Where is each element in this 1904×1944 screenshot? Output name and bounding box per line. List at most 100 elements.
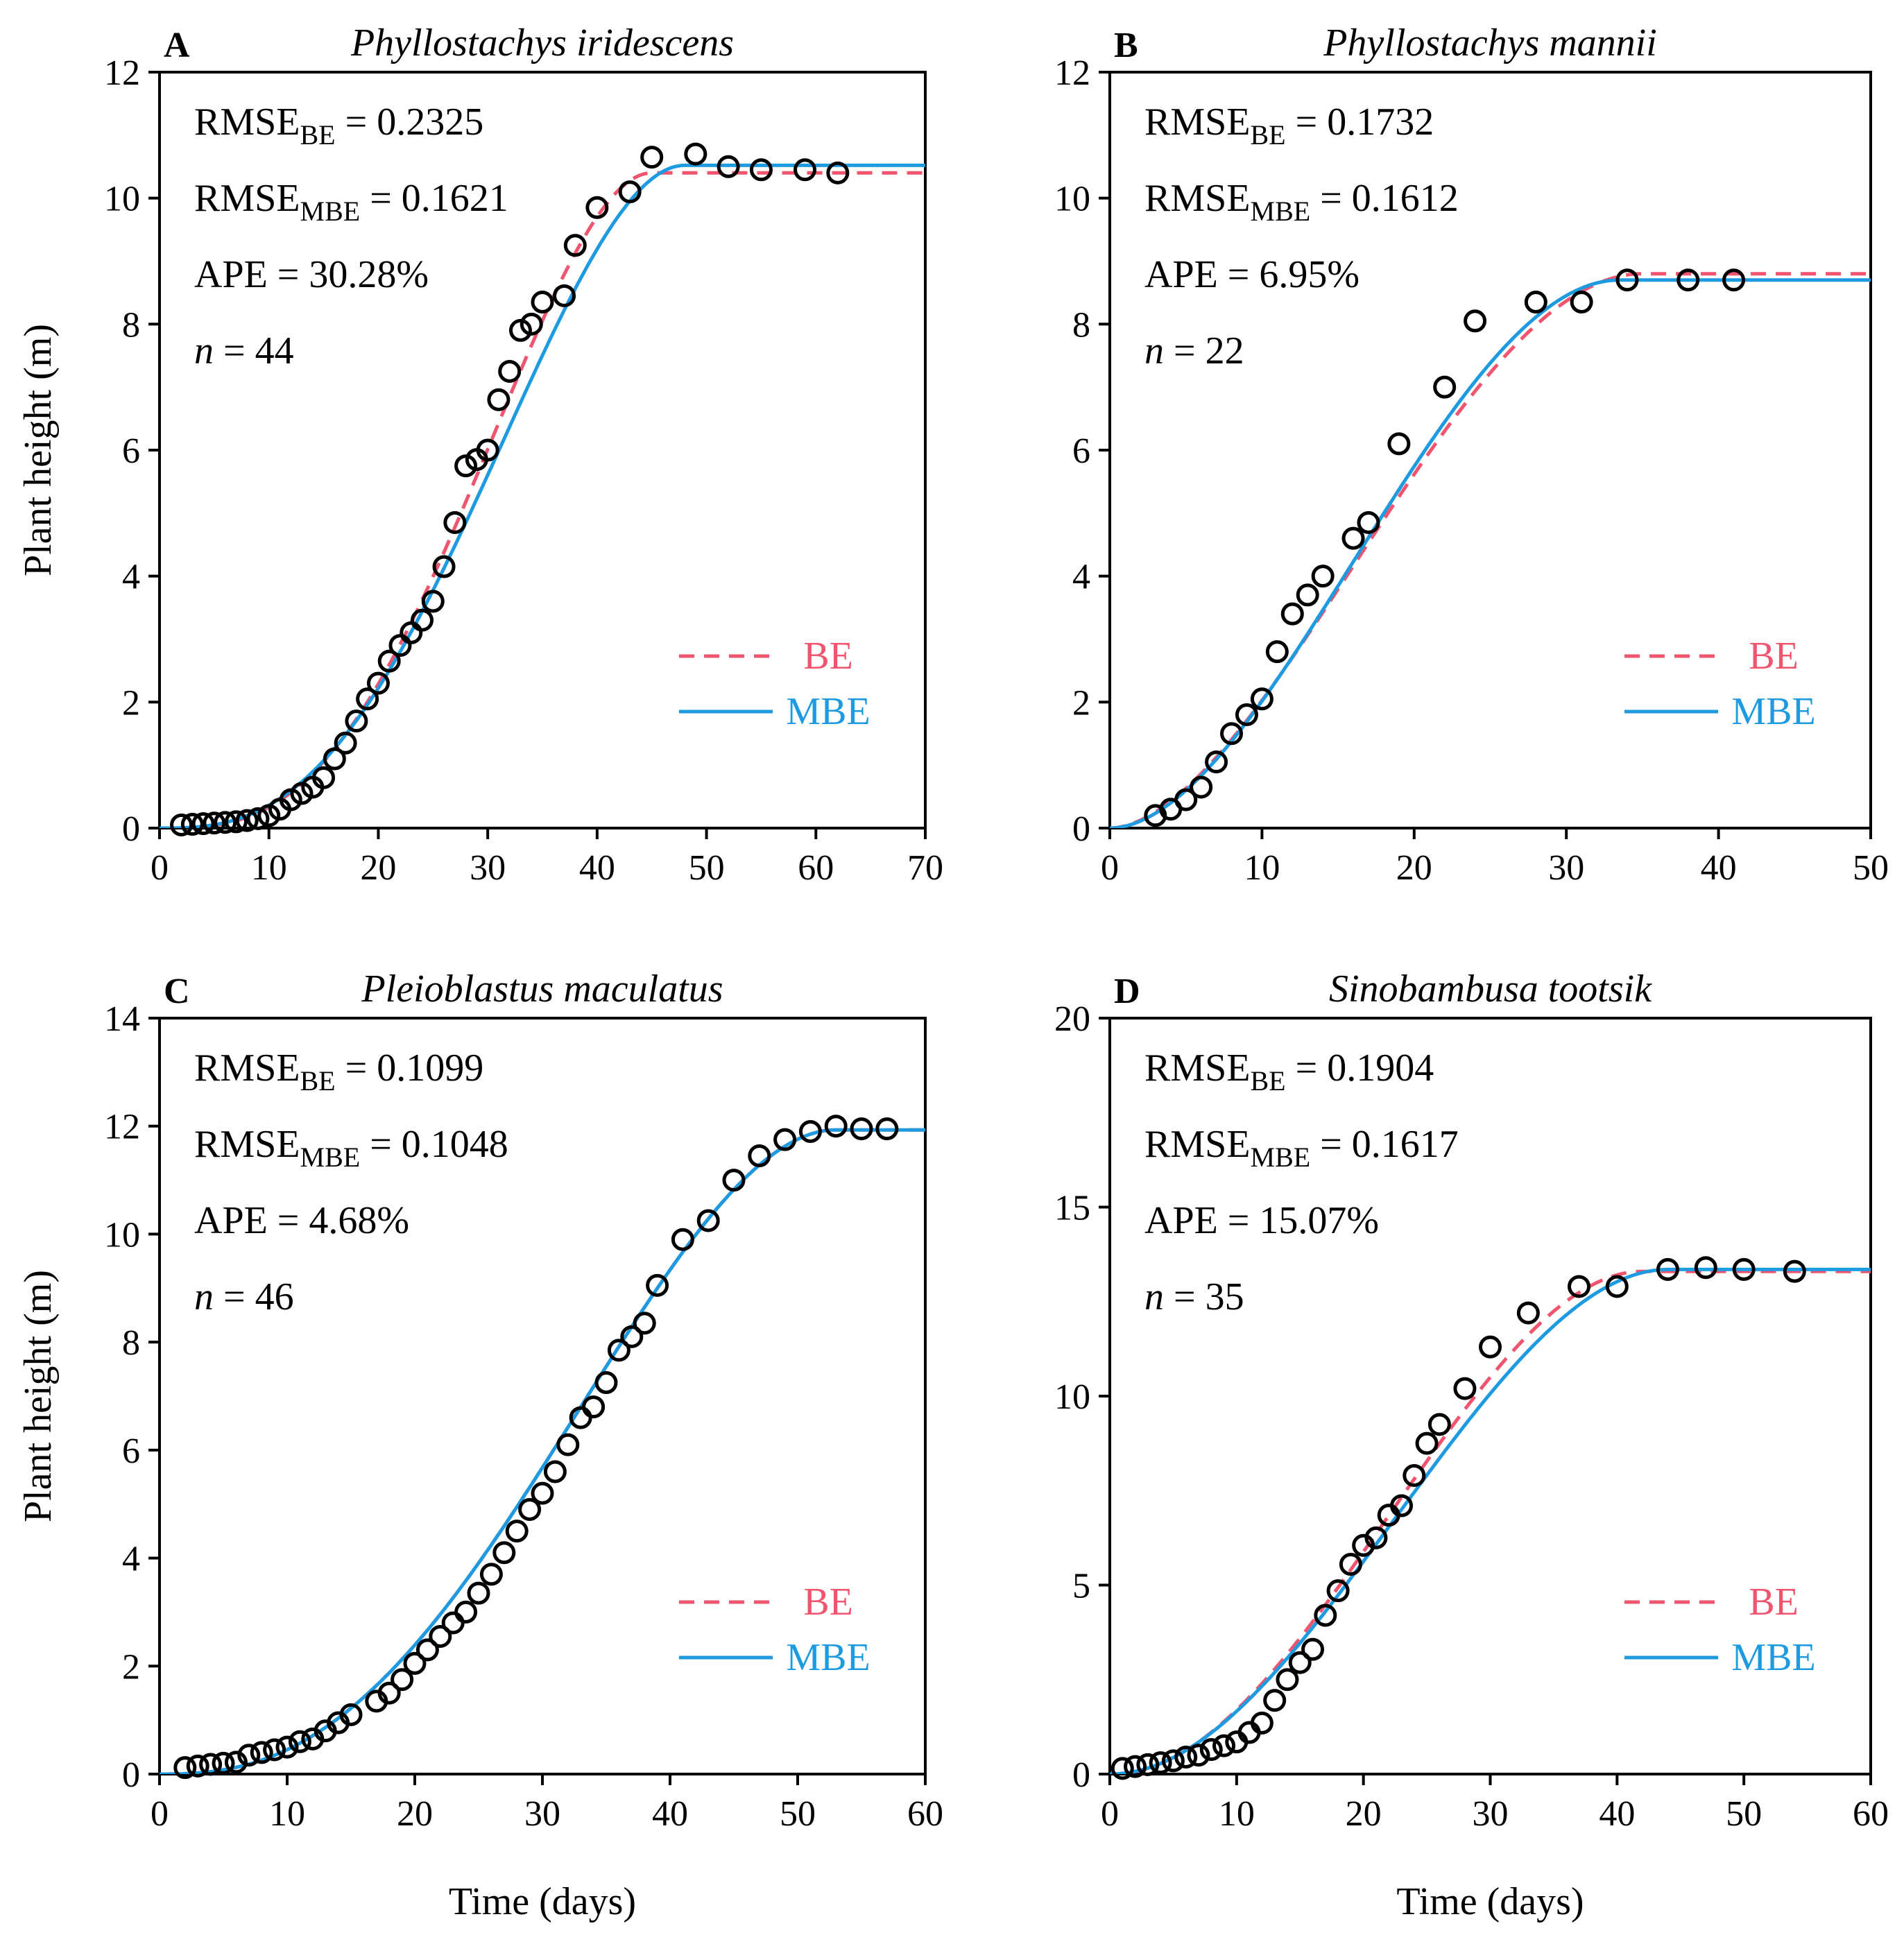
observed-point <box>531 291 554 314</box>
mbe-curve <box>160 1128 925 1774</box>
observed-point <box>618 180 642 204</box>
observed-point <box>237 1744 261 1767</box>
rmse-be-stat: RMSEBE = 0.1732 <box>1144 101 1434 150</box>
observed-point <box>1136 1753 1160 1776</box>
stat-part: MBE <box>300 1142 361 1173</box>
observed-point <box>1205 750 1228 774</box>
y-axis-label: Plant height (m) <box>17 1270 60 1522</box>
n-stat: n = 22 <box>1144 329 1244 372</box>
observed-point <box>1415 1431 1439 1455</box>
observed-point <box>1656 1257 1679 1281</box>
stat-part: n <box>1144 1275 1164 1318</box>
observed-point <box>1263 1689 1287 1712</box>
y-tick-label: 6 <box>122 431 140 471</box>
observed-point <box>246 807 270 830</box>
observed-point <box>391 1668 414 1692</box>
y-tick-label: 2 <box>122 683 140 723</box>
observed-point <box>323 747 346 771</box>
observed-point <box>505 1520 529 1543</box>
observed-point <box>1276 1668 1299 1692</box>
y-tick-label: 14 <box>104 999 140 1039</box>
panel-title: Pleioblastus maculatus <box>361 967 723 1010</box>
panel-title: Sinobambusa tootsik <box>1329 967 1652 1010</box>
y-tick-label: 5 <box>1072 1567 1090 1606</box>
observed-point <box>257 804 281 827</box>
observed-point <box>508 318 532 342</box>
x-tick-label: 40 <box>1701 848 1737 888</box>
observed-point <box>563 234 587 257</box>
observed-point <box>1212 1734 1236 1757</box>
observed-point <box>377 1681 401 1705</box>
observed-point <box>467 1581 490 1605</box>
stat-part: = 0.1617 <box>1310 1123 1459 1166</box>
observed-point <box>263 1738 286 1762</box>
observed-point <box>1174 788 1198 811</box>
observed-point <box>1479 1335 1502 1359</box>
stat-part: RMSE <box>1144 101 1251 144</box>
observed-point <box>1567 1275 1590 1298</box>
observed-point <box>620 1325 644 1348</box>
observed-point <box>403 1651 427 1675</box>
observed-point <box>794 158 817 182</box>
y-tick-label: 0 <box>122 1755 140 1795</box>
observed-point <box>1250 687 1273 711</box>
observed-point <box>798 1120 822 1143</box>
stat-part: BE <box>1251 119 1286 150</box>
rmse-be-stat: RMSEBE = 0.2325 <box>194 101 483 150</box>
observed-point <box>411 608 434 632</box>
x-tick-label: 50 <box>780 1794 816 1834</box>
stat-part: = 35 <box>1164 1275 1244 1318</box>
panel-c: 0 10 20 30 40 50 60 0 2 4 6 8 10 12 14 C Pleioblastus ma… <box>17 967 943 1923</box>
observed-point <box>377 649 401 673</box>
observed-point <box>214 811 237 834</box>
observed-point <box>1427 1413 1451 1436</box>
rmse-be-stat: RMSEBE = 0.1099 <box>194 1047 483 1096</box>
observed-point <box>180 813 204 836</box>
observed-point <box>1235 703 1258 726</box>
observed-point <box>646 1273 669 1297</box>
stat-part: MBE <box>1251 196 1311 227</box>
observed-point <box>749 158 773 182</box>
observed-point <box>1390 1494 1414 1517</box>
observed-point <box>748 1144 771 1168</box>
observed-point <box>1301 1637 1325 1661</box>
panel-letter: C <box>164 972 190 1011</box>
x-tick-label: 0 <box>151 848 169 888</box>
stat-part: RMSE <box>194 101 300 144</box>
observed-point <box>186 1754 209 1778</box>
observed-point <box>1516 1301 1540 1325</box>
stat-part: BE <box>300 1065 336 1096</box>
stat-part: = 0.1048 <box>360 1123 508 1166</box>
observed-point <box>607 1339 631 1362</box>
observed-point <box>1326 1579 1350 1603</box>
observed-point <box>824 1115 848 1138</box>
x-tick-label: 10 <box>251 848 287 888</box>
stat-part: BE <box>1251 1065 1286 1096</box>
observed-point <box>520 312 543 336</box>
y-tick-label: 12 <box>104 1108 140 1147</box>
observed-point <box>722 1169 746 1192</box>
observed-point <box>366 671 390 695</box>
legend-be-label: BE <box>1749 1581 1799 1624</box>
observed-point <box>1433 375 1457 399</box>
stat-part: = 0.2325 <box>336 101 484 144</box>
legend-mbe-label: MBE <box>1731 690 1815 733</box>
observed-point <box>290 782 314 805</box>
observed-point <box>1250 1711 1273 1735</box>
y-tick-label: 8 <box>122 305 140 345</box>
panel-letter: A <box>164 26 190 65</box>
observed-point <box>773 1128 797 1151</box>
observed-point <box>531 1481 554 1505</box>
stat-part: = 44 <box>214 329 294 372</box>
x-axis-label: Time (days) <box>1396 1880 1584 1923</box>
observed-point <box>479 1563 503 1586</box>
stat-part: RMSE <box>1144 1123 1251 1166</box>
stat-part: n <box>194 1275 214 1318</box>
observed-point <box>1722 268 1746 292</box>
stat-part: MBE <box>1251 1142 1311 1173</box>
rmse-be-stat: RMSEBE = 0.1904 <box>1144 1047 1434 1096</box>
stat-part: BE <box>300 119 336 150</box>
observed-point <box>1110 1757 1134 1780</box>
observed-point <box>1357 510 1380 534</box>
legend-be-label: BE <box>803 635 853 678</box>
